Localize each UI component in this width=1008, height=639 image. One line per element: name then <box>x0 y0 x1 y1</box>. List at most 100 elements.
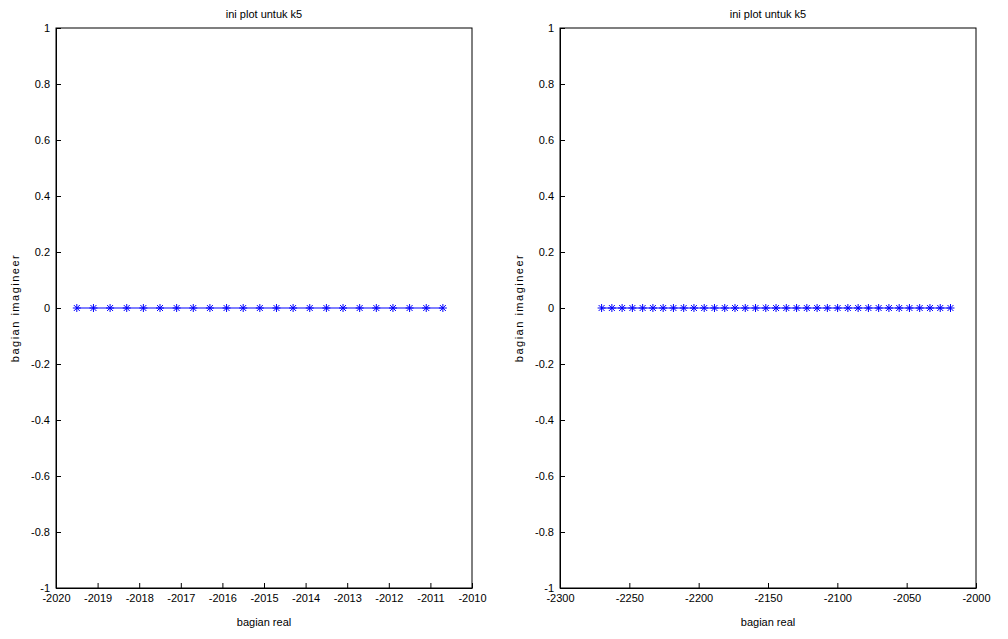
x-tick-mark <box>181 583 182 588</box>
y-tick-mark <box>56 588 61 589</box>
x-tick-label: -2000 <box>962 592 990 604</box>
x-tick: -2050 <box>893 583 921 604</box>
y-tick-mark <box>560 588 565 589</box>
data-point <box>813 304 821 312</box>
data-point <box>389 304 397 312</box>
data-point <box>206 304 214 312</box>
data-point <box>905 304 913 312</box>
x-tick-label: -2010 <box>458 592 486 604</box>
x-tick-mark <box>306 583 307 588</box>
x-tick-mark <box>264 583 265 588</box>
y-tick-mark <box>56 84 61 85</box>
data-point <box>439 304 447 312</box>
data-point <box>823 304 831 312</box>
data-point <box>239 304 247 312</box>
y-tick-label: -0.6 <box>31 470 50 482</box>
y-tick-label: 0.2 <box>539 246 554 258</box>
y-tick: 0.4 <box>539 190 565 202</box>
data-point <box>618 304 626 312</box>
x-tick-label: -2200 <box>685 592 713 604</box>
y-tick-label: -1 <box>40 582 50 594</box>
data-point <box>721 304 729 312</box>
data-point <box>762 304 770 312</box>
panel: -2020-2019-2018-2017-2016-2015-2014-2013… <box>9 8 487 628</box>
data-point <box>834 304 842 312</box>
data-point <box>793 304 801 312</box>
y-tick-mark <box>56 308 61 309</box>
x-tick: -2100 <box>824 583 852 604</box>
data-point <box>372 304 380 312</box>
x-tick-mark <box>768 583 769 588</box>
y-tick-mark <box>560 84 565 85</box>
y-tick: -0.4 <box>535 414 565 426</box>
y-tick: 0 <box>548 302 565 314</box>
x-tick: -2012 <box>375 583 403 604</box>
y-tick-label: 0 <box>44 302 50 314</box>
y-tick-label: 1 <box>548 22 554 34</box>
x-tick: -2017 <box>167 583 195 604</box>
y-tick: 0.6 <box>539 134 565 146</box>
data-point <box>844 304 852 312</box>
y-tick-label: 0 <box>548 302 554 314</box>
data-point <box>854 304 862 312</box>
data-point <box>639 304 647 312</box>
data-point <box>710 304 718 312</box>
y-tick-label: -0.2 <box>31 358 50 370</box>
y-tick-mark <box>560 476 565 477</box>
x-tick-label: -2250 <box>616 592 644 604</box>
data-point <box>936 304 944 312</box>
y-axis: -1-0.8-0.6-0.4-0.200.20.40.60.81 <box>535 22 565 594</box>
plot-frame <box>560 28 976 588</box>
data-point <box>139 304 147 312</box>
x-tick-mark <box>837 583 838 588</box>
panel: -2300-2250-2200-2150-2100-2050-2000-1-0.… <box>513 8 991 628</box>
y-tick-mark <box>56 252 61 253</box>
y-tick-mark <box>56 196 61 197</box>
x-tick-label: -2100 <box>824 592 852 604</box>
x-tick-mark <box>139 583 140 588</box>
y-tick-mark <box>560 308 565 309</box>
x-tick: -2010 <box>458 583 486 604</box>
y-tick-mark <box>560 140 565 141</box>
x-tick-label: -2017 <box>167 592 195 604</box>
y-axis-title: bagian imagineer <box>9 254 21 362</box>
data-point <box>156 304 164 312</box>
y-tick: 1 <box>44 22 61 34</box>
x-tick-label: -2014 <box>292 592 320 604</box>
y-tick: 0 <box>44 302 61 314</box>
y-tick-label: -1 <box>544 582 554 594</box>
data-point <box>916 304 924 312</box>
x-tick-label: -2050 <box>893 592 921 604</box>
x-tick: -2250 <box>616 583 644 604</box>
data-point <box>89 304 97 312</box>
x-tick: -2013 <box>334 583 362 604</box>
data-point <box>73 304 81 312</box>
data-point <box>700 304 708 312</box>
y-tick-label: 1 <box>44 22 50 34</box>
y-tick-mark <box>560 28 565 29</box>
x-tick: -2018 <box>126 583 154 604</box>
x-tick-label: -2012 <box>375 592 403 604</box>
data-point <box>649 304 657 312</box>
y-axis-title: bagian imagineer <box>513 254 525 362</box>
y-tick-label: 0.6 <box>539 134 554 146</box>
figure: -2020-2019-2018-2017-2016-2015-2014-2013… <box>0 0 1008 639</box>
y-tick-mark <box>56 532 61 533</box>
y-tick: 0.2 <box>539 246 565 258</box>
data-point <box>690 304 698 312</box>
y-tick: -0.4 <box>31 414 61 426</box>
x-tick-mark <box>629 583 630 588</box>
data-point <box>123 304 131 312</box>
data-point <box>289 304 297 312</box>
x-tick-mark <box>907 583 908 588</box>
data-point <box>406 304 414 312</box>
y-tick: -1 <box>544 582 565 594</box>
x-tick-mark <box>699 583 700 588</box>
data-point <box>782 304 790 312</box>
y-tick: -0.8 <box>535 526 565 538</box>
y-tick: -0.6 <box>535 470 565 482</box>
y-tick: 0.4 <box>35 190 61 202</box>
x-axis-title: bagian real <box>741 616 795 628</box>
y-tick-mark <box>560 420 565 421</box>
data-point <box>946 304 954 312</box>
